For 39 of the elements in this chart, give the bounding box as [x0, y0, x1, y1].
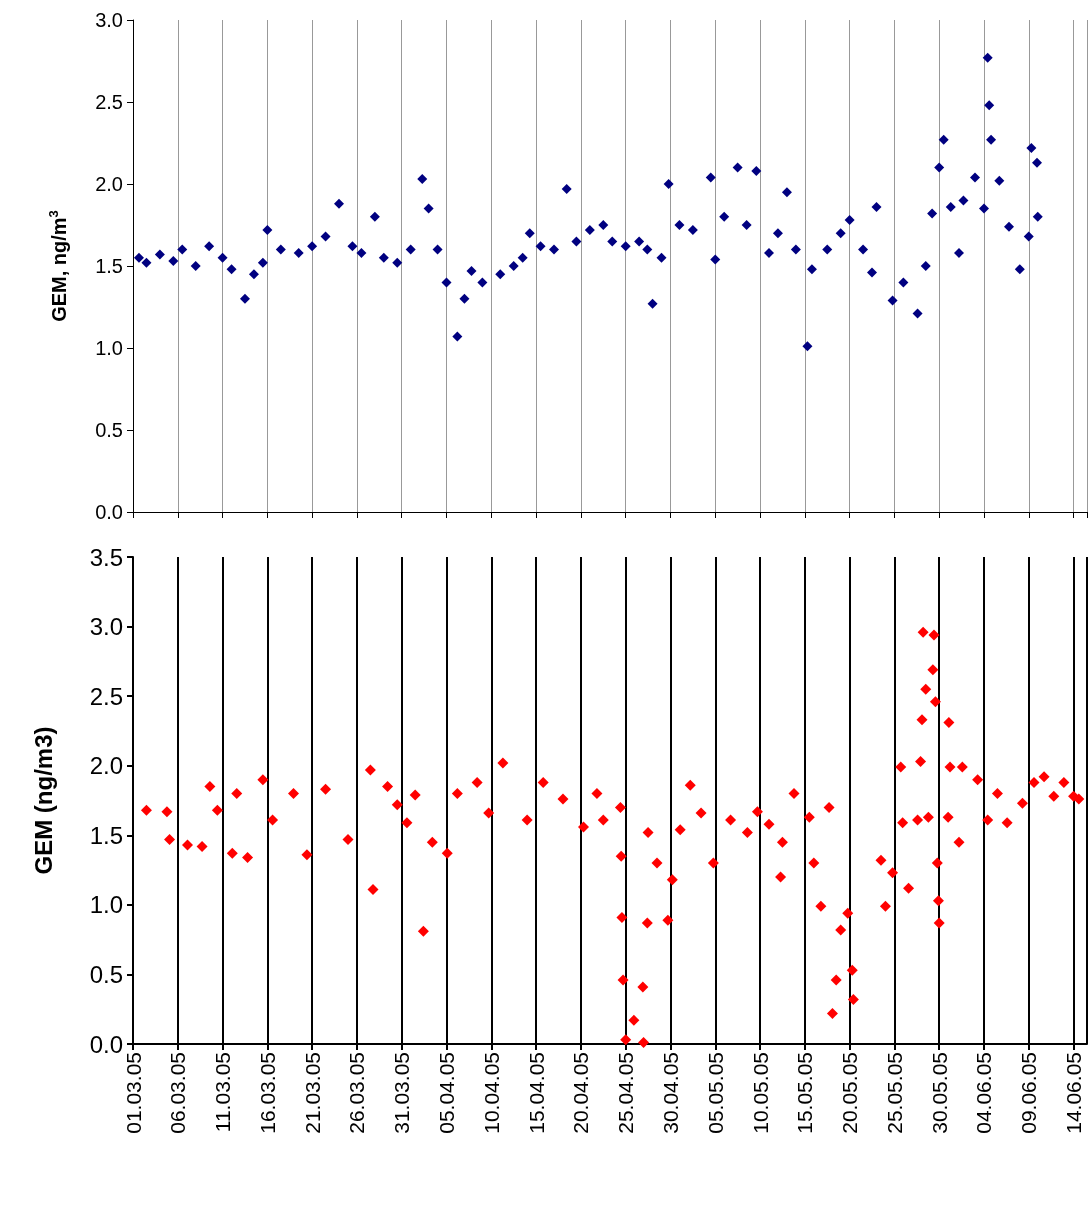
x-tick-label: 16.03.05 — [255, 1052, 279, 1134]
x-tick-label: 01.03.05 — [121, 1052, 145, 1134]
x-tick-label: 26.03.05 — [345, 1052, 369, 1134]
y-tick-label: 1.5 — [89, 821, 123, 849]
x-tick-label: 10.05.05 — [748, 1052, 772, 1134]
x-tick-label: 25.04.05 — [614, 1052, 638, 1134]
x-tick-label: 25.05.05 — [882, 1052, 906, 1134]
x-tick-label: 06.03.05 — [166, 1052, 190, 1134]
x-tick-label: 30.04.05 — [658, 1052, 682, 1134]
x-tick-label: 20.05.05 — [838, 1052, 862, 1134]
y-tick-label: 3.5 — [89, 543, 123, 571]
x-tick-label: 09.06.05 — [1017, 1052, 1041, 1134]
y-tick-label: 1.0 — [89, 891, 123, 919]
y-tick-label: 0.5 — [95, 419, 123, 441]
y-tick-label: 1.0 — [95, 337, 123, 359]
y-tick-label: 2.5 — [89, 682, 123, 710]
y-tick-label: 2.0 — [95, 173, 123, 195]
x-tick-label: 10.04.05 — [479, 1052, 503, 1134]
x-tick-label: 05.04.05 — [435, 1052, 459, 1134]
y-tick-label: 2.0 — [89, 752, 123, 780]
y-axis-title: GEM (ng/m3) — [29, 726, 57, 875]
x-tick-label: 30.05.05 — [927, 1052, 951, 1134]
x-tick-label: 05.05.05 — [703, 1052, 727, 1134]
x-tick-label: 15.05.05 — [793, 1052, 817, 1134]
x-tick-label: 21.03.05 — [300, 1052, 324, 1134]
x-tick-label: 20.04.05 — [569, 1052, 593, 1134]
y-axis-title: GEM, ng/m3 — [46, 210, 70, 322]
x-tick-label: 04.06.05 — [972, 1052, 996, 1134]
y-tick-label: 0.5 — [89, 960, 123, 988]
x-tick-label: 15.04.05 — [524, 1052, 548, 1134]
x-tick-label: 14.06.05 — [1062, 1052, 1086, 1134]
y-tick-label: 1.5 — [95, 255, 123, 277]
y-tick-label: 3.0 — [95, 9, 123, 31]
y-tick-label: 0.0 — [95, 501, 123, 523]
y-tick-label: 3.0 — [89, 613, 123, 641]
y-tick-label: 0.0 — [89, 1030, 123, 1058]
x-tick-label: 31.03.05 — [390, 1052, 414, 1134]
x-tick-label: 11.03.05 — [211, 1052, 235, 1133]
y-tick-label: 2.5 — [95, 91, 123, 113]
